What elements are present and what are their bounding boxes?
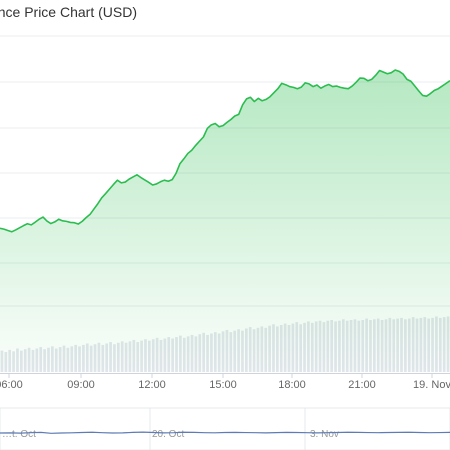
x-tick-label: 12:00 bbox=[138, 379, 166, 391]
x-tick-label: 15:00 bbox=[209, 379, 237, 391]
x-axis: 06:00 09:00 12:00 15:00 18:00 21:00 19. Nov bbox=[0, 373, 450, 391]
navigator[interactable]: …t. Oct 20. Oct 3. Nov bbox=[0, 407, 450, 450]
navigator-line bbox=[0, 431, 450, 434]
navigator-tick-label: …t. Oct bbox=[2, 429, 36, 440]
chart-title-text: …nce Price Chart (USD) bbox=[0, 4, 137, 20]
x-tick-label: 06:00 bbox=[0, 379, 23, 391]
x-tick-label: 19. Nov bbox=[413, 379, 450, 391]
price-area bbox=[0, 70, 450, 372]
x-tick-label: 09:00 bbox=[67, 379, 95, 391]
chart-title: …nce Price Chart (USD) bbox=[0, 4, 300, 24]
navigator-tick-label: 20. Oct bbox=[152, 429, 184, 440]
navigator-tick-label: 3. Nov bbox=[310, 429, 339, 440]
price-line[interactable] bbox=[0, 69, 450, 233]
x-tick-label: 21:00 bbox=[348, 379, 376, 391]
x-tick-label: 18:00 bbox=[278, 379, 306, 391]
price-area-layer bbox=[0, 69, 450, 372]
navigator-frame[interactable] bbox=[0, 407, 450, 450]
